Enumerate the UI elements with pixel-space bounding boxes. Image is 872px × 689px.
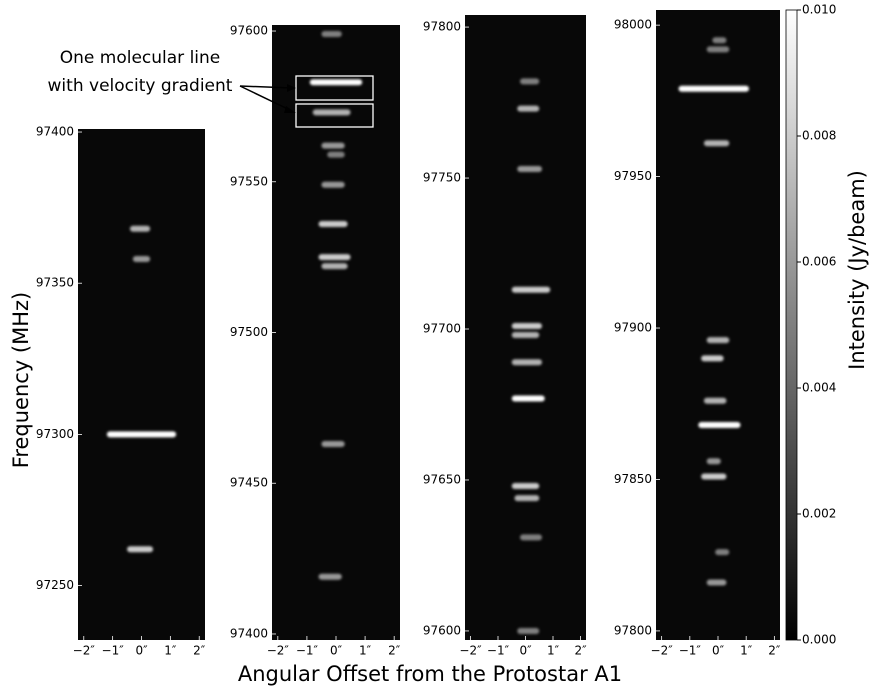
emission-line [511,332,540,339]
emission-line [701,473,727,480]
y-tick-label: 97450 [230,476,268,490]
annotation: One molecular line [60,48,221,68]
emission-line [698,421,741,428]
emission-line [706,458,721,465]
y-tick-label: 97250 [36,578,74,592]
colorbar-tick-label: 0.010 [802,3,836,17]
emission-line [318,573,342,580]
emission-line [703,397,727,404]
y-tick-label: 97750 [423,171,461,185]
x-tick-label: 1″ [164,644,177,658]
emission-line [318,220,348,227]
emission-line [127,546,154,553]
colorbar-tick-label: 0.006 [802,255,836,269]
emission-line [703,140,730,147]
y-tick-label: 97700 [423,322,461,336]
emission-line [706,337,730,344]
y-tick-label: 97350 [36,276,74,290]
emission-line [321,263,348,270]
y-tick-label: 97650 [423,472,461,486]
emission-line [706,46,730,53]
emission-line [309,79,363,86]
x-tick-label: 0″ [519,644,532,658]
x-tick-label: 0″ [135,644,148,658]
x-tick-label: 2″ [574,644,587,658]
emission-line [520,78,540,85]
x-tick-label: 0″ [712,644,725,658]
emission-line [715,549,730,556]
x-tick-label: 0″ [330,644,343,658]
x-tick-label: −1″ [487,644,510,658]
y-tick-label: 97400 [36,125,74,139]
emission-line [520,534,542,541]
y-tick-label: 97950 [614,169,652,183]
emission-line [321,441,345,448]
emission-line [514,495,540,502]
x-tick-label: 1″ [359,644,372,658]
emission-line [106,431,177,438]
emission-line [129,225,151,232]
emission-line [701,355,724,362]
y-tick-label: 97800 [614,623,652,637]
emission-line [511,286,551,293]
y-tick-label: 97850 [614,472,652,486]
y-tick-label: 97900 [614,321,652,335]
emission-line [132,256,151,263]
colorbar-tick-label: 0.004 [802,381,836,395]
annotation-callout [239,75,374,128]
emission-line [517,105,540,112]
y-tick-label: 97400 [230,626,268,640]
x-tick-label: −2″ [651,644,674,658]
y-tick-label: 97500 [230,325,268,339]
emission-line [511,322,542,329]
panel [78,129,205,640]
y-axis-label: Frequency (MHz) [9,292,33,468]
x-axis-label: Angular Offset from the Protostar A1 [238,662,622,686]
x-tick-label: −2″ [459,644,482,658]
emission-line [712,37,727,44]
emission-line [327,151,345,158]
emission-line [706,579,727,586]
colorbar-tick-label: 0.008 [802,129,836,143]
x-tick-label: 2″ [388,644,401,658]
emission-line [321,31,342,38]
emission-line [312,109,351,116]
panel [272,25,400,640]
x-tick-label: 2″ [768,644,781,658]
y-tick-label: 97600 [423,623,461,637]
x-tick-label: −1″ [296,644,319,658]
y-tick-label: 97800 [423,20,461,34]
y-tick-label: 97550 [230,174,268,188]
panel [656,10,780,640]
colorbar [785,9,798,641]
emission-line [517,165,542,172]
emission-line [321,142,345,149]
colorbar-label: Intensity (Jy/beam) [845,170,869,370]
colorbar-tick-label: 0.000 [802,633,836,647]
emission-line [511,395,545,402]
annotation: with velocity gradient [48,76,233,96]
y-tick-label: 97600 [230,24,268,38]
x-tick-label: −2″ [267,644,290,658]
x-tick-label: 1″ [740,644,753,658]
emission-line [517,627,540,634]
emission-line [321,181,345,188]
y-tick-label: 97300 [36,427,74,441]
x-tick-label: −2″ [73,644,96,658]
x-tick-label: 1″ [547,644,560,658]
x-tick-label: −1″ [102,644,125,658]
y-tick-label: 98000 [614,18,652,32]
emission-line [318,254,351,261]
colorbar-tick-label: 0.002 [802,507,836,521]
emission-line [511,359,542,366]
emission-line [678,85,749,92]
x-tick-label: 2″ [193,644,206,658]
emission-line [511,483,540,490]
x-tick-label: −1″ [679,644,702,658]
